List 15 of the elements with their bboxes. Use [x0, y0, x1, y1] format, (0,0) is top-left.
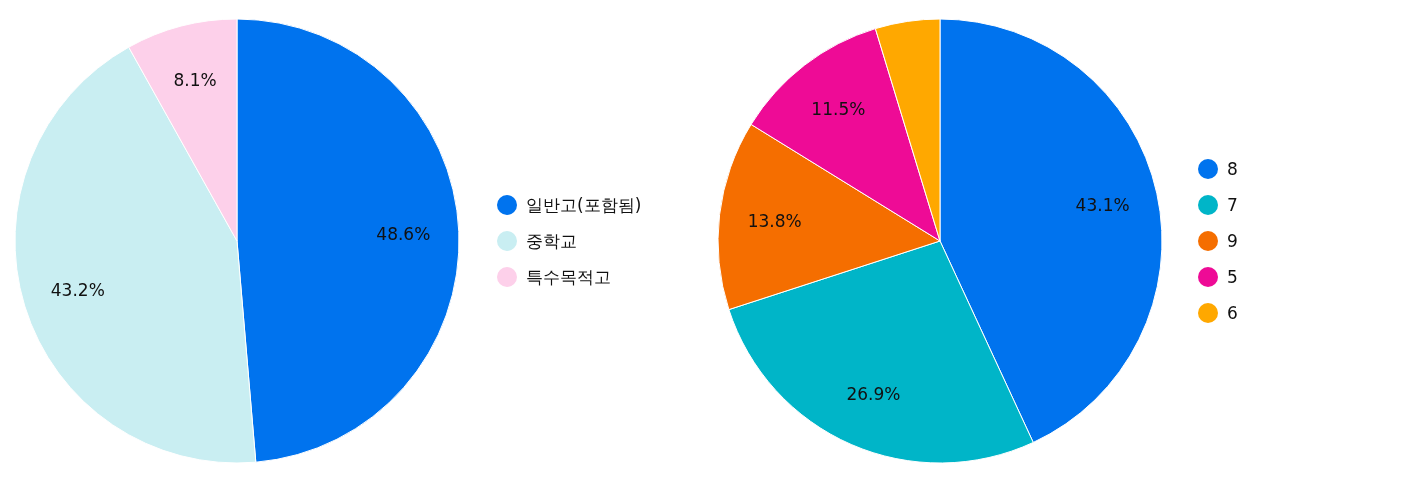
data-label: 26.9%: [846, 383, 901, 404]
data-label: 43.2%: [50, 279, 105, 300]
data-label: 8.1%: [173, 69, 217, 90]
legend-label: 특수목적고: [526, 267, 611, 287]
legend-label: 8: [1227, 159, 1238, 179]
data-label: 13.8%: [747, 211, 802, 232]
data-label: 48.6%: [376, 223, 431, 244]
data-label: 43.1%: [1075, 195, 1130, 216]
legend-label: 9: [1227, 231, 1238, 251]
data-label: 11.5%: [811, 99, 866, 120]
legend-label: 7: [1227, 195, 1238, 215]
legend-label: 5: [1227, 267, 1238, 287]
legend-label: 중학교: [526, 231, 577, 251]
legend-label: 6: [1227, 303, 1238, 323]
legend-label: 일반고(포함됨): [526, 195, 642, 215]
